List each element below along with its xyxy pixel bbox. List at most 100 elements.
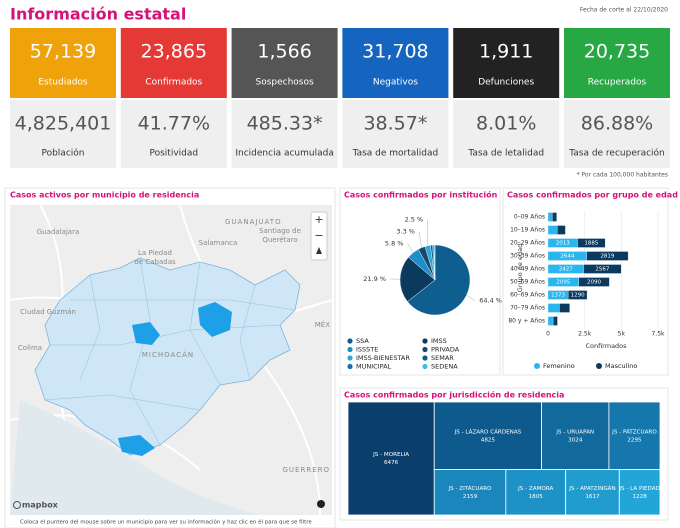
ocean <box>10 400 260 515</box>
state-shape[interactable] <box>34 257 301 456</box>
cell-value: 1617 <box>585 494 600 500</box>
bar-segment <box>552 316 558 326</box>
legend-swatch <box>534 363 540 369</box>
bar-label: 2644 <box>560 254 574 260</box>
stat-label: Tasa de recuperación <box>568 148 665 159</box>
kpi-card <box>120 28 227 98</box>
kpi-label: Recuperados <box>588 78 647 88</box>
legend-label: SEMAR <box>431 354 454 362</box>
pie-label: 3.3 % <box>396 227 415 235</box>
legend-swatch <box>422 338 428 344</box>
stat-label: Población <box>41 148 84 159</box>
legend-swatch <box>347 363 353 370</box>
pie-slice <box>399 256 436 302</box>
legend-label: IMSS <box>431 337 447 345</box>
map-label: Guadalajara <box>37 228 80 236</box>
cell-value: 4825 <box>481 437 496 443</box>
info-button[interactable] <box>317 500 325 508</box>
age-title: Casos confirmados por grupo de edad <box>507 191 678 200</box>
kpi-label: Defunciones <box>478 78 534 88</box>
bar-label: 2819 <box>600 254 614 260</box>
highlight-municipality[interactable] <box>118 435 155 456</box>
legend-label: SEDENA <box>431 363 458 371</box>
x-tick-label: 0 <box>546 331 550 338</box>
highlight-municipality[interactable] <box>198 302 232 337</box>
kpi-value: 1,566 <box>257 41 311 63</box>
stat-card <box>231 100 338 168</box>
y-tick-label: 80 y + Años <box>508 318 545 325</box>
pie-slice <box>407 244 471 316</box>
cell-name: JS - LA PIEDAD <box>618 486 660 492</box>
kpi-label: Sospechosos <box>255 78 314 88</box>
stat-card <box>342 100 449 168</box>
zoom-out[interactable]: − <box>314 229 323 242</box>
footnote: * Por cada 100,000 habitantes <box>577 172 668 179</box>
stat-value: 86.88% <box>581 113 653 135</box>
kpi-label: Negativos <box>373 78 418 88</box>
bar-segment <box>567 290 588 300</box>
stat-card <box>453 100 560 168</box>
bar-segment <box>586 251 629 261</box>
bar-segment <box>547 225 558 235</box>
highlight-municipality[interactable] <box>132 322 160 345</box>
zoom-in[interactable]: + <box>314 213 323 226</box>
legend-label: Masculino <box>605 362 637 370</box>
map[interactable]: GUANAJUATO Santiago de Querétaro Guadala… <box>9 204 333 516</box>
cell-name: JS - PÁTZCUARO <box>611 428 657 435</box>
leader-line <box>418 231 422 248</box>
legend-label: ISSSTE <box>356 346 378 354</box>
map-label: MICHOACÁN <box>142 350 194 359</box>
bar-segment <box>578 277 610 287</box>
map-label: Salamanca <box>199 239 238 247</box>
cell-value: 1228 <box>633 494 648 500</box>
x-tick-label: 5k <box>618 331 626 338</box>
map-label: GUERRERO <box>283 466 331 474</box>
legend-swatch <box>347 338 353 344</box>
map-label: MÉX <box>315 320 330 329</box>
treemap-cell <box>347 401 435 516</box>
treemap-cell <box>433 401 543 471</box>
legend-label: IMSS-BIENESTAR <box>356 354 410 362</box>
cell-name: JS - URUAPAN <box>555 429 594 435</box>
cutoff-date: Fecha de corte al 22/10/2020 <box>580 7 668 14</box>
y-tick-label: 60–69 Años <box>510 292 545 299</box>
cell-name: JS - LÁZARO CÁRDENAS <box>454 428 522 435</box>
leader-line <box>407 243 414 253</box>
compass[interactable] <box>316 247 322 254</box>
stat-value: 4,825,401 <box>15 113 112 135</box>
stat-value: 485.33* <box>247 113 323 135</box>
stat-label: Tasa de mortalidad <box>352 149 439 159</box>
stat-card <box>564 100 670 168</box>
bar-segment <box>583 264 622 274</box>
legend-swatch <box>347 346 353 353</box>
mapbox-logo <box>13 501 21 509</box>
bar-label: 2427 <box>559 267 573 273</box>
kpi-label: Estudiados <box>38 78 88 88</box>
cell-name: JS - APATZINGÁN <box>568 485 615 492</box>
y-tick-label: 50–59 Años <box>510 279 545 286</box>
kpi-card <box>342 28 449 98</box>
cell-value: 3024 <box>568 437 583 443</box>
kpi-card <box>564 28 670 98</box>
pie-slice <box>433 244 436 281</box>
y-tick-label: 20–29 Años <box>510 240 545 247</box>
pie-label: 2.5 % <box>405 215 424 223</box>
kpi-value: 1,911 <box>479 41 533 63</box>
bar-segment <box>559 303 570 313</box>
kpi-value: 20,735 <box>584 41 650 63</box>
stat-card <box>10 100 116 168</box>
legend-swatch <box>422 355 428 361</box>
map-label: La Piedad <box>138 249 172 257</box>
stat-label: Incidencia acumulada <box>235 149 333 159</box>
treemap-cell <box>541 401 610 471</box>
legend-label: Femenino <box>543 362 575 370</box>
map-label: Santiago de <box>259 227 301 235</box>
bar-segment <box>557 225 566 235</box>
x-axis-label: Confirmados <box>585 342 627 350</box>
cell-value: 2295 <box>627 437 642 443</box>
y-tick-label: 0–09 Años <box>514 214 545 221</box>
bar-segment <box>547 303 560 313</box>
stat-value: 38.57* <box>363 113 427 135</box>
bar-segment <box>547 316 554 326</box>
